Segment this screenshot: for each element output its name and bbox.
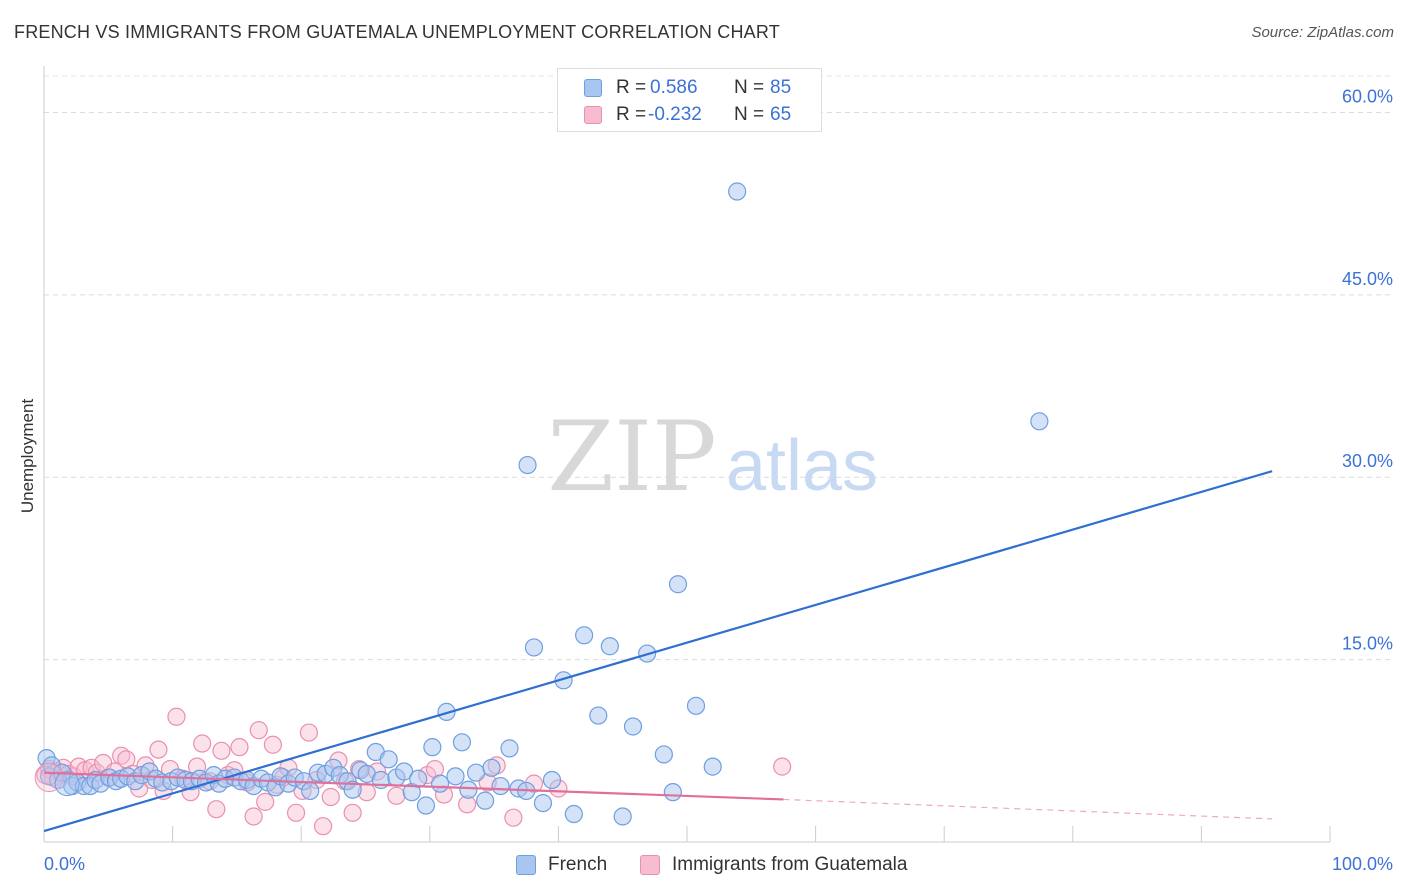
guatemala-point (387, 786, 406, 805)
french-point (542, 770, 562, 790)
watermark-atlas-text: atlas (726, 426, 878, 506)
legend-n-value-french: 85 (770, 77, 792, 98)
y-tick-label: 60.0% (1342, 86, 1393, 106)
legend-n-label: N = (734, 77, 765, 98)
french-point (430, 774, 450, 793)
guatemala-point (193, 734, 212, 753)
x-tick-label: 0.0% (44, 854, 85, 874)
french-point (452, 733, 472, 752)
axes-layer (43, 66, 1331, 843)
guatemala-point (256, 792, 275, 811)
legend-r-label: R = (616, 77, 647, 98)
legend-r-value-french: 0.586 (650, 77, 698, 98)
guatemala-point (230, 738, 249, 757)
legend-box: R = 0.586 N = 85 R = -0.232 N = 65 (557, 68, 822, 132)
legend-swatch-french (584, 79, 602, 97)
series-swatch-guatemala (640, 855, 660, 875)
y-tick-label: 30.0% (1342, 451, 1393, 471)
guatemala-point (313, 817, 333, 836)
guatemala-point (286, 803, 306, 822)
guatemala-point (249, 721, 268, 740)
legend-swatch-guatemala (584, 106, 602, 124)
french-point (613, 807, 632, 826)
guatemala-point (149, 740, 168, 759)
french-point (491, 776, 510, 796)
french-point (703, 757, 722, 776)
guatemala-point (343, 803, 362, 822)
chart-source: Source: ZipAtlas.com (1251, 24, 1394, 41)
y-tick-label: 15.0% (1342, 634, 1393, 654)
grid-layer (44, 75, 1394, 661)
french-point (446, 767, 465, 786)
guatemala-point (773, 757, 792, 776)
chart-title: FRENCH VS IMMIGRANTS FROM GUATEMALA UNEM… (14, 22, 780, 42)
french-point (437, 702, 456, 722)
guatemala-point (207, 800, 226, 819)
french-point (654, 745, 673, 764)
watermark: ZIP atlas (547, 401, 878, 513)
series-label-guatemala: Immigrants from Guatemala (672, 854, 908, 875)
guatemala-point (34, 763, 64, 793)
french-point (728, 182, 747, 201)
french-point (416, 796, 436, 815)
tick-labels: 15.0% 30.0% 45.0% 60.0% 0.0% 100.0% (44, 86, 1393, 874)
french-point (533, 793, 553, 813)
french-point (575, 626, 594, 645)
legend-r-value-guatemala: -0.232 (648, 104, 702, 125)
guatemala-point (299, 723, 319, 742)
legend-r-label: R = (616, 104, 647, 125)
french-point (600, 637, 619, 656)
guatemala-point (504, 808, 523, 827)
french-point (466, 763, 486, 782)
french-point (524, 638, 544, 657)
french-point (423, 738, 442, 757)
french-point (1030, 412, 1049, 431)
legend-row-french: R = 0.586 N = 85 (558, 75, 821, 101)
french-point (379, 750, 398, 769)
series-swatch-french (516, 855, 536, 875)
french-point (500, 739, 519, 758)
french-point (686, 696, 706, 715)
legend-row-guatemala: R = -0.232 N = 65 (558, 102, 821, 128)
guatemala-trend-line (43, 771, 784, 801)
french-point (663, 783, 682, 802)
x-tick-label: 100.0% (1332, 854, 1393, 874)
french-point (475, 791, 495, 810)
french-point (54, 771, 80, 797)
trend-layer (43, 470, 1273, 833)
french-point (623, 717, 643, 736)
french-point (482, 758, 501, 777)
series-legend: French Immigrants from Guatemala (0, 852, 1406, 878)
french-trend-line (43, 470, 1273, 833)
legend-n-label: N = (734, 104, 765, 125)
french-point (668, 575, 688, 594)
french-point (589, 706, 608, 725)
guatemala-trend-extension (783, 798, 1273, 820)
series-label-french: French (548, 854, 608, 875)
french-point (301, 781, 320, 801)
french-point (343, 780, 362, 799)
points-layer (34, 182, 1049, 836)
french-point (459, 780, 478, 799)
french-point (564, 804, 583, 824)
guatemala-point (167, 707, 186, 726)
french-point (409, 769, 428, 788)
legend-n-value-guatemala: 65 (770, 104, 792, 125)
french-point (394, 762, 414, 781)
french-point (518, 455, 537, 475)
guatemala-point (263, 735, 283, 754)
y-tick-label: 45.0% (1342, 269, 1393, 289)
guatemala-point (212, 741, 231, 760)
guatemala-point (321, 787, 340, 807)
watermark-zip-text: ZIP (547, 401, 716, 513)
guatemala-point (244, 807, 263, 826)
